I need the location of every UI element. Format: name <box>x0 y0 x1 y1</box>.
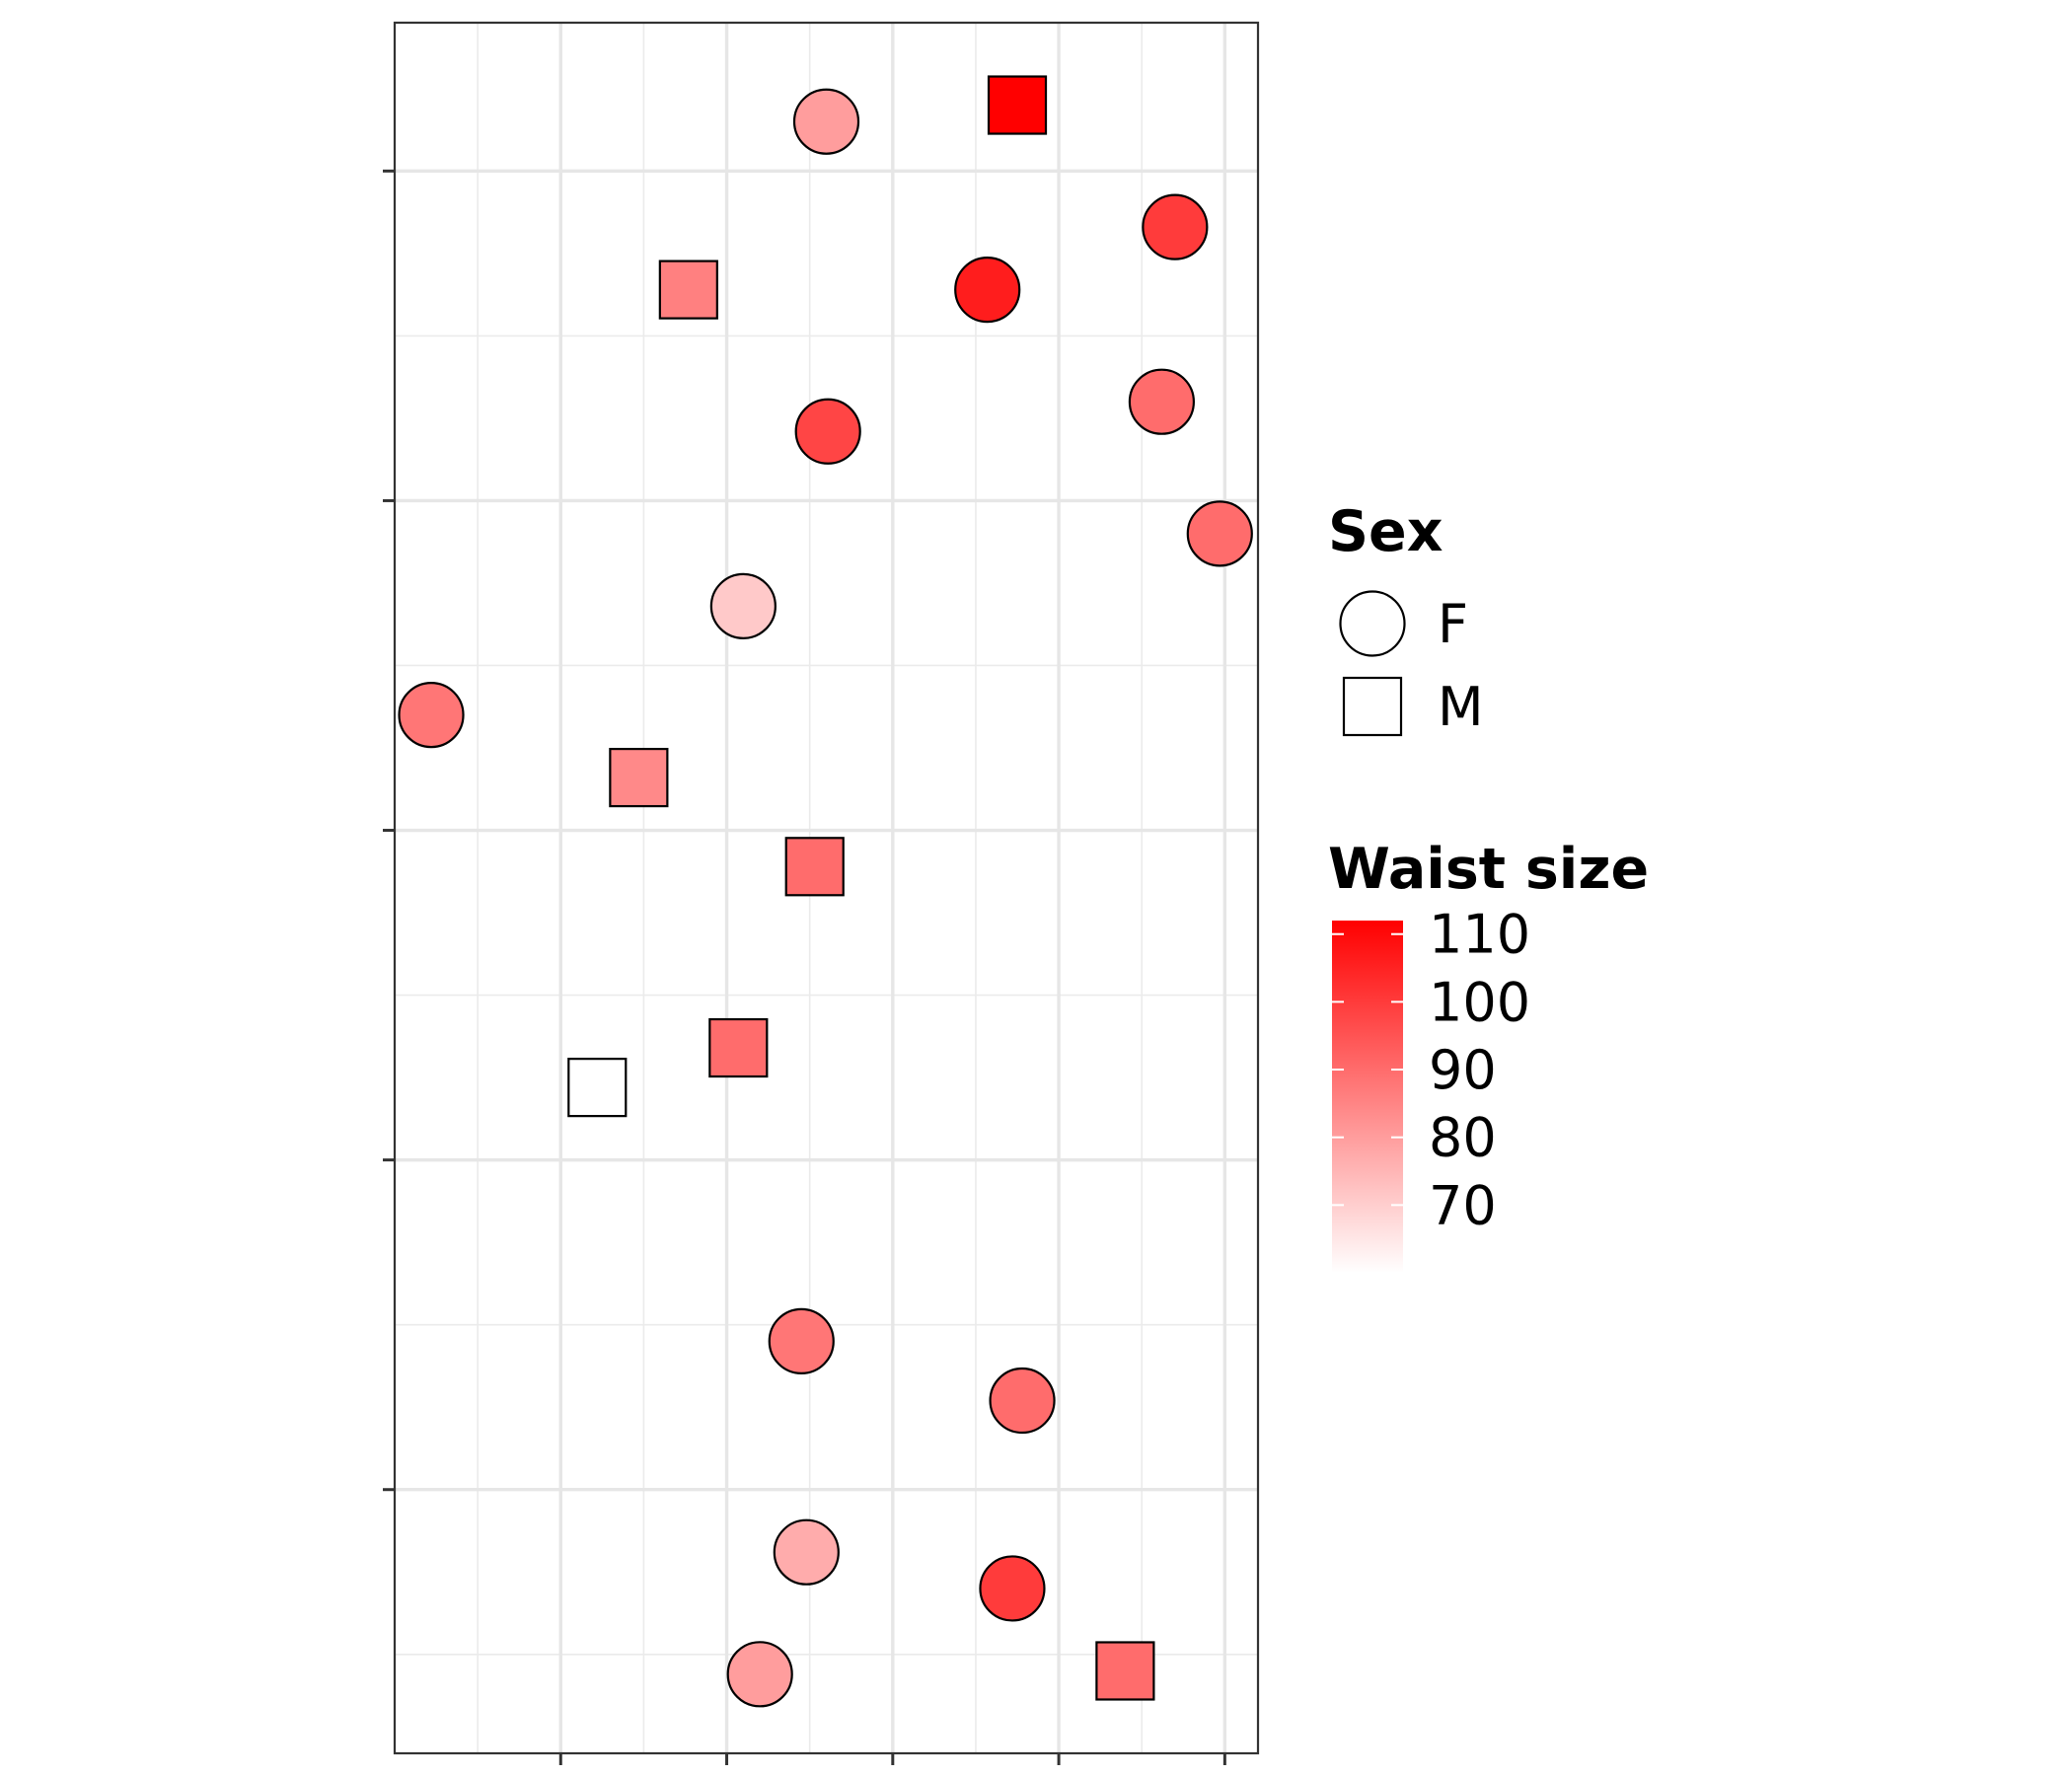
colorbar-label: 100 <box>1429 971 1530 1033</box>
data-point-circle <box>768 1307 835 1374</box>
fill-legend-title: Waist size <box>1328 837 1649 902</box>
shape-legend-title: Sex <box>1328 499 1443 564</box>
data-point-square <box>708 1017 769 1078</box>
data-point-circle <box>794 398 861 465</box>
data-point-square <box>987 75 1048 135</box>
data-point-square <box>784 837 845 897</box>
colorbar-label: 90 <box>1429 1039 1497 1101</box>
colorbar-gradient <box>1332 921 1403 1273</box>
data-point-circle <box>954 257 1021 324</box>
data-point-circle <box>398 681 465 749</box>
data-points <box>398 75 1253 1708</box>
shape-legend-label: M <box>1438 676 1484 738</box>
legend-square-icon <box>1342 676 1403 737</box>
colorbar-label: 80 <box>1429 1107 1497 1169</box>
shape-legend-entries: FM <box>1339 590 1484 738</box>
data-point-circle <box>1186 500 1253 567</box>
plot-area <box>383 21 1260 1765</box>
data-point-circle <box>709 572 777 639</box>
data-point-circle <box>773 1518 840 1586</box>
panel-border <box>393 21 1260 1755</box>
data-point-square <box>609 747 669 808</box>
data-point-circle <box>979 1555 1046 1622</box>
shape-legend-label: F <box>1438 593 1468 655</box>
data-point-circle <box>726 1641 793 1708</box>
data-point-circle <box>1142 193 1209 260</box>
data-point-circle <box>792 88 860 155</box>
data-point-square <box>658 259 718 320</box>
shape-legend-item-m: M <box>1342 676 1484 738</box>
colorbar-label: 110 <box>1429 904 1530 966</box>
shape-legend-item-f: F <box>1339 590 1468 657</box>
data-point-square <box>1095 1641 1155 1701</box>
legend-circle-icon <box>1339 590 1406 657</box>
data-point-circle <box>989 1367 1056 1435</box>
colorbar-label: 70 <box>1429 1174 1497 1236</box>
data-point-square <box>567 1058 628 1118</box>
data-point-circle <box>1128 368 1196 435</box>
